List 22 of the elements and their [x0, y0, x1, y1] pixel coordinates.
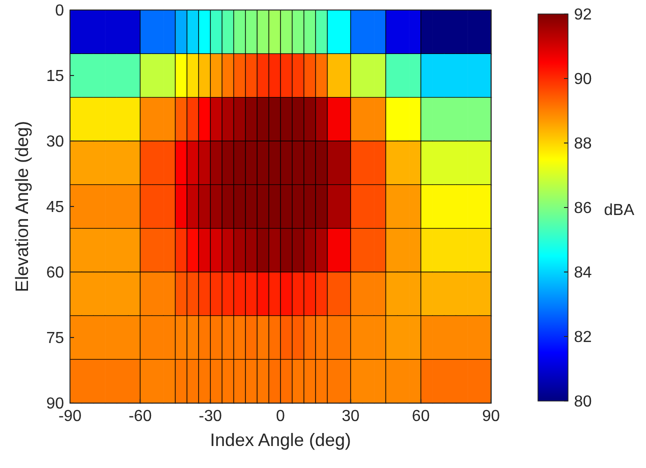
color-bar-label: 92: [574, 6, 592, 24]
y-axis-title: Elevation Angle (deg): [12, 120, 32, 292]
color-bar-label: 82: [574, 329, 592, 346]
color-bar-title: dBA: [604, 202, 635, 220]
x-tick-label: 60: [412, 408, 430, 425]
x-tick-label: 0: [276, 408, 286, 425]
color-bar-label: 86: [574, 200, 592, 218]
color-bar-label: 80: [574, 394, 592, 411]
color-bar-label: 88: [574, 136, 592, 153]
y-tick-label: 60: [46, 264, 64, 282]
x-tick-label: 30: [342, 408, 360, 425]
y-tick-label: 15: [46, 68, 64, 86]
y-tick-label: 75: [46, 330, 64, 348]
color-bar-label: 90: [574, 71, 592, 88]
y-tick-label: 45: [46, 199, 64, 216]
y-tick-label: 0: [55, 2, 64, 20]
x-tick-label: -30: [198, 408, 222, 425]
y-tick-label: 30: [46, 134, 64, 151]
color-bar-label: 84: [574, 264, 592, 282]
x-tick-label: 90: [482, 408, 500, 425]
x-axis-title: Index Angle (deg): [210, 430, 352, 450]
x-tick-label: -60: [128, 408, 152, 425]
